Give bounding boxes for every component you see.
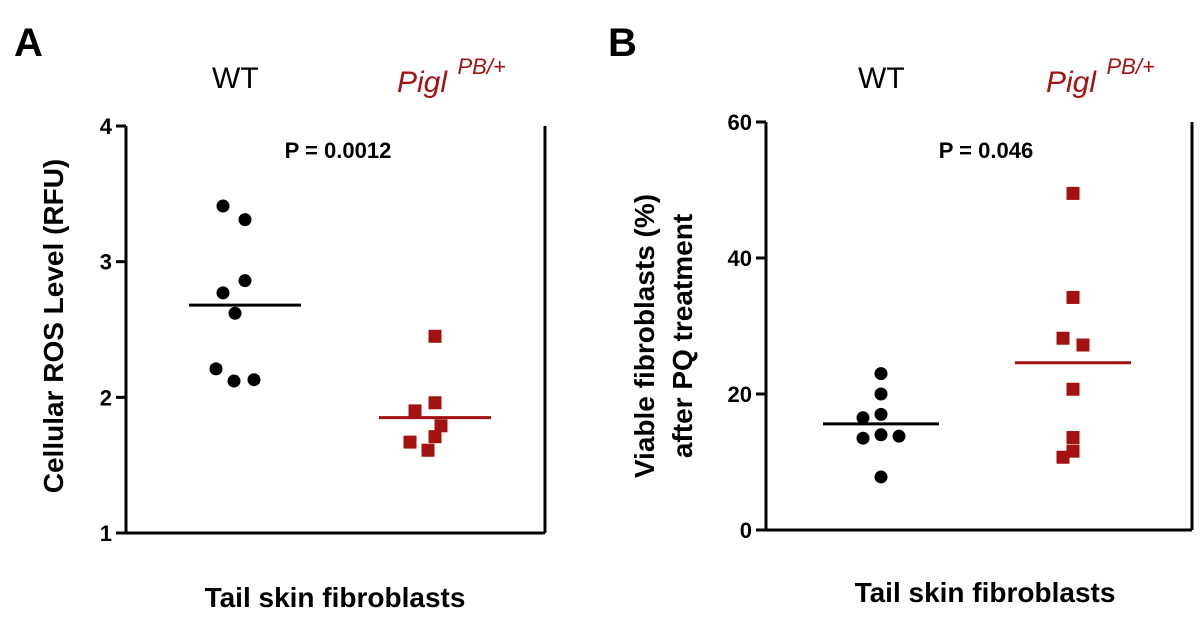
panel-b-y-axis-title: Viable fibroblasts (%) xyxy=(629,194,660,478)
panel-b-y-axis-title-line2: after PQ treatment xyxy=(667,214,698,458)
panel-a-mutant-name: Pigl xyxy=(397,66,448,99)
panel-a-y-tick-label: 3 xyxy=(100,250,112,275)
panel-a-letter: A xyxy=(14,21,43,65)
panel-a: A WT Pigl PB/+ P = 0.0012 Cellular ROS L… xyxy=(14,21,547,613)
panel-b-point-wt xyxy=(874,387,888,401)
panel-a-point-mutant xyxy=(434,419,448,433)
panel-a-mutant-superscript: PB/+ xyxy=(457,54,505,79)
panel-a-y-tick-label: 1 xyxy=(100,521,112,546)
panel-a-point-wt xyxy=(247,373,261,387)
panel-a-p-value: P = 0.0012 xyxy=(285,138,392,163)
panel-a-point-mutant xyxy=(428,396,442,410)
panel-b-p-value: P = 0.046 xyxy=(939,138,1033,163)
panel-b-point-mutant xyxy=(1066,290,1080,304)
panel-a-plot-area: 1 2 3 4 xyxy=(100,114,547,546)
panel-b-point-mutant xyxy=(1066,382,1080,396)
panel-b-point-mutant xyxy=(1066,431,1080,445)
panel-a-point-mutant xyxy=(428,329,442,343)
panel-a-point-wt xyxy=(209,362,223,376)
panel-b-mutant-label: Pigl PB/+ xyxy=(1046,54,1155,99)
panel-a-y-tick-label: 4 xyxy=(100,114,113,139)
panel-b-y-tick-label: 0 xyxy=(740,518,752,543)
panel-b-point-mutant xyxy=(1066,444,1080,458)
panel-b-point-wt xyxy=(856,411,870,425)
panel-a-point-mutant xyxy=(408,404,422,418)
panel-b-point-wt xyxy=(874,428,888,442)
panel-a-point-mutant xyxy=(421,443,435,457)
panel-b-point-wt xyxy=(874,470,888,484)
panel-b-point-mutant xyxy=(1076,338,1090,352)
panel-a-point-wt xyxy=(216,286,230,300)
panel-b-wt-label: WT xyxy=(858,62,905,95)
panel-a-mutant-label: Pigl PB/+ xyxy=(397,54,506,99)
panel-a-y-axis-title: Cellular ROS Level (RFU) xyxy=(38,159,69,494)
panel-b-point-wt xyxy=(874,407,888,421)
panel-a-point-mutant xyxy=(428,430,442,444)
panel-b: B WT Pigl PB/+ P = 0.046 Viable fibrobla… xyxy=(608,21,1194,608)
panel-b-point-mutant xyxy=(1056,450,1070,464)
panel-b-point-wt xyxy=(856,431,870,445)
panel-b-letter: B xyxy=(608,21,637,65)
panel-a-wt-label: WT xyxy=(212,62,259,95)
panel-a-point-wt xyxy=(238,274,252,288)
panel-b-point-mutant xyxy=(1056,331,1070,345)
panel-b-y-tick-label: 20 xyxy=(728,382,752,407)
panel-b-point-mutant xyxy=(1066,186,1080,200)
panel-b-x-axis-title: Tail skin fibroblasts xyxy=(855,577,1116,608)
panel-a-y-tick-label: 2 xyxy=(100,385,112,410)
panel-a-point-wt xyxy=(216,199,230,213)
panel-a-x-axis-title: Tail skin fibroblasts xyxy=(205,582,466,613)
panel-b-point-wt xyxy=(874,367,888,381)
panel-b-point-wt xyxy=(892,429,906,443)
panel-b-plot-area: 0 20 40 60 xyxy=(728,110,1194,543)
panel-b-mutant-name: Pigl xyxy=(1046,66,1097,99)
panel-a-point-wt xyxy=(228,306,242,320)
panel-a-point-wt xyxy=(238,213,252,227)
panel-a-point-wt xyxy=(227,374,241,388)
panel-b-y-tick-label: 60 xyxy=(728,110,752,135)
panel-b-mutant-superscript: PB/+ xyxy=(1106,54,1154,79)
panel-b-y-tick-label: 40 xyxy=(728,246,752,271)
panel-a-point-mutant xyxy=(403,435,417,449)
